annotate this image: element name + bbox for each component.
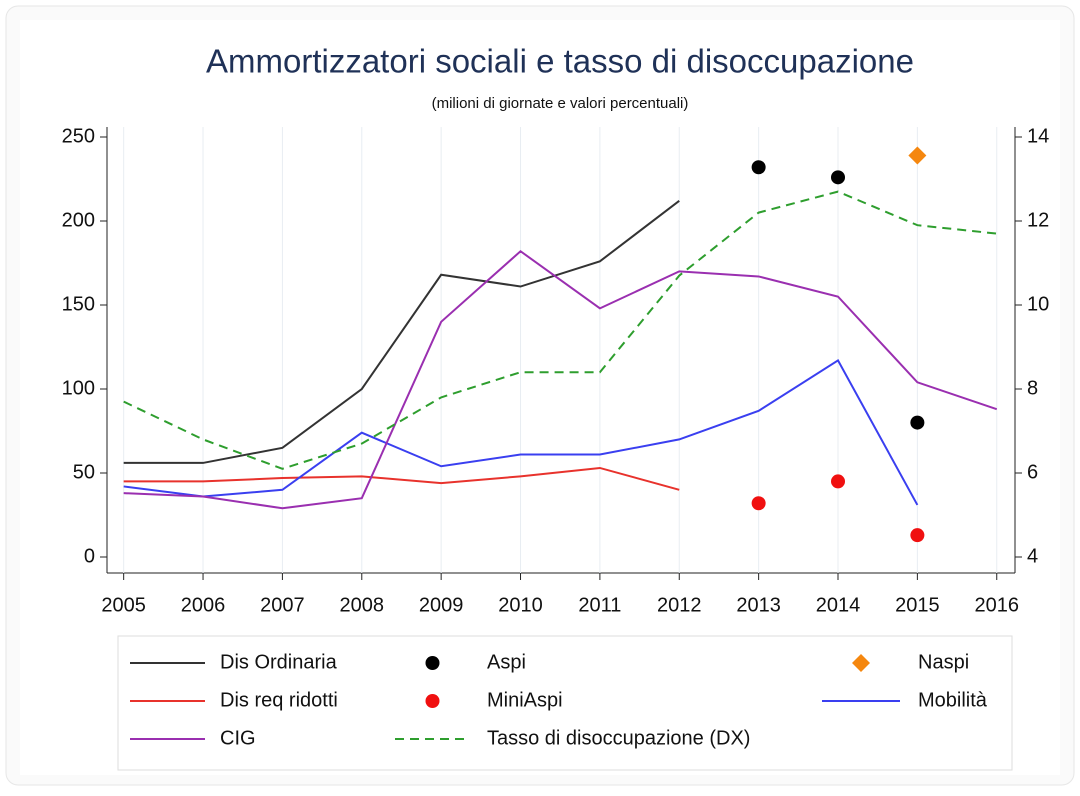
x-tick-label: 2014: [816, 594, 861, 616]
y-tick-label: 0: [84, 545, 95, 567]
line: [123, 200, 680, 464]
y2-tick-label: 4: [1027, 545, 1038, 567]
point: [908, 146, 927, 165]
point: [751, 160, 766, 175]
point: [910, 528, 925, 543]
y2-tick-label: 14: [1027, 125, 1049, 147]
y-tick-label: 50: [73, 461, 95, 483]
legend-label: Tasso di disoccupazione (DX): [487, 727, 750, 749]
x-tick-label: 2006: [181, 594, 226, 616]
legend-label: Dis req ridotti: [220, 689, 338, 711]
line: [123, 190, 997, 470]
x-tick-label: 2007: [260, 594, 305, 616]
background: [20, 20, 1060, 775]
legend-label: Mobilità: [918, 689, 988, 711]
x-tick-label: 2009: [419, 594, 464, 616]
y-tick-label: 100: [62, 377, 95, 399]
x-tick-label: 2008: [340, 594, 385, 616]
x-tick-label: 2013: [736, 594, 781, 616]
y2-tick-label: 12: [1027, 209, 1049, 231]
legend-marker: [852, 654, 870, 672]
x-tick-label: 2016: [974, 594, 1019, 616]
line: [123, 359, 919, 506]
point: [751, 496, 766, 511]
legend-marker: [425, 694, 440, 708]
y-tick-label: 250: [62, 125, 95, 147]
legend-label: Aspi: [487, 651, 526, 673]
y2-tick-label: 8: [1027, 377, 1038, 399]
y-tick-label: 150: [62, 293, 95, 315]
chart-subtitle: (milioni di giornate e valori percentual…: [432, 95, 689, 112]
y2-tick-label: 6: [1027, 461, 1038, 483]
point: [831, 170, 846, 185]
legend-box: [117, 635, 1013, 771]
x-tick-label: 2012: [657, 594, 702, 616]
legend-label: Naspi: [918, 651, 969, 673]
line: [123, 249, 998, 510]
point: [831, 474, 846, 489]
x-tick-label: 2005: [101, 594, 146, 616]
legend-label: Dis Ordinaria: [220, 651, 338, 673]
point: [910, 415, 925, 430]
chart-title: Ammortizzatori sociali e tasso di disocc…: [206, 43, 914, 80]
x-tick-label: 2010: [498, 594, 543, 616]
x-tick-label: 2015: [895, 594, 940, 616]
x-tick-label: 2011: [578, 594, 621, 616]
y-tick-label: 200: [62, 209, 95, 231]
legend-label: MiniAspi: [487, 689, 563, 711]
legend-marker: [425, 656, 440, 670]
y2-tick-label: 10: [1027, 293, 1049, 315]
legend-label: CIG: [220, 727, 256, 749]
line: [123, 466, 680, 491]
